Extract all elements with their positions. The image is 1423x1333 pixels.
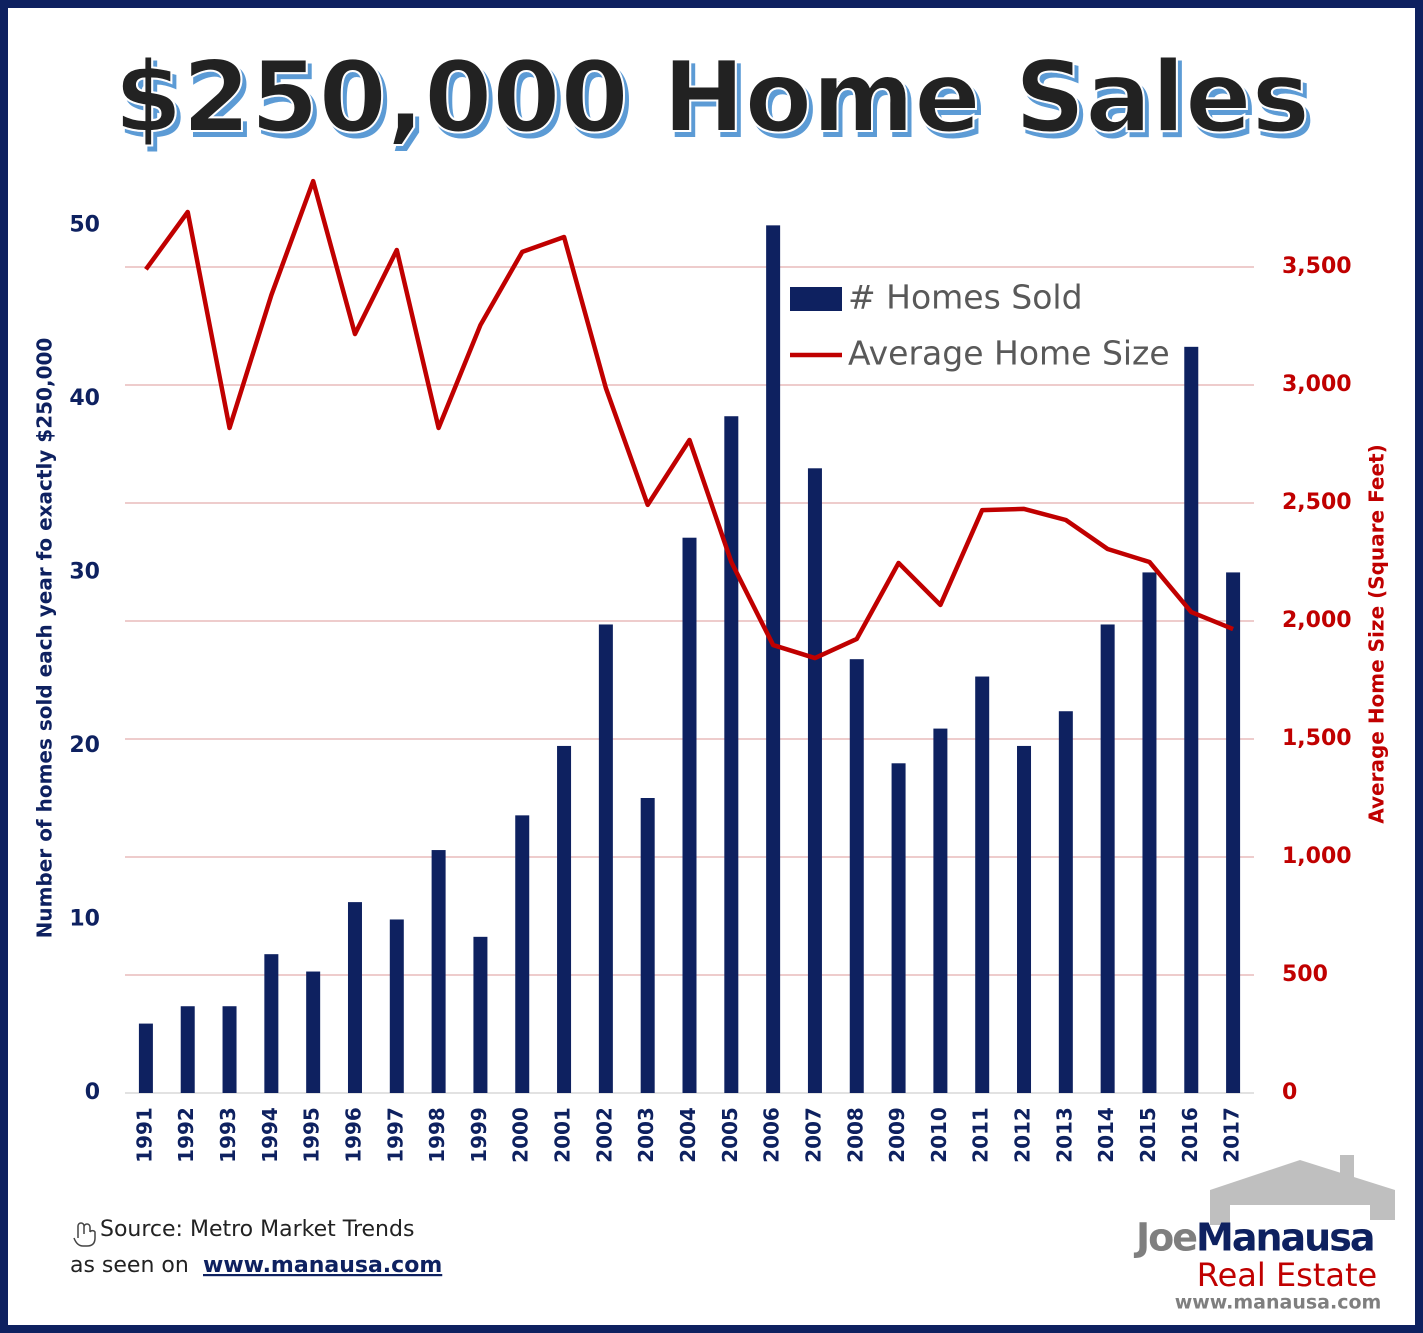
x-tick-label: 2004 [676,1107,700,1163]
bar [807,468,822,1093]
x-tick-label: 2017 [1220,1107,1244,1163]
y-tick-label: 20 [69,733,100,758]
y2-axis-title: Average Home Size (Square Feet) [1365,444,1389,824]
bar [724,416,739,1093]
bar [264,954,279,1093]
x-tick-label: 1991 [132,1107,156,1163]
bar [849,659,864,1093]
x-tick-label: 2000 [509,1107,533,1163]
y2-tick-label: 0 [1282,1080,1297,1105]
x-tick-label: 1992 [174,1107,198,1163]
bar [1184,346,1199,1094]
x-tick-label: 2009 [885,1107,909,1163]
bar [682,537,697,1093]
bar [222,1006,237,1093]
y2-tick-label: 2,500 [1282,490,1352,515]
logo-chimney [1340,1155,1354,1180]
hand-icon [73,1222,96,1247]
y2-tick-label: 3,500 [1282,254,1352,279]
x-tick-label: 2002 [592,1107,616,1163]
x-tick-label: 1997 [383,1107,407,1163]
x-tick-label: 2012 [1011,1107,1035,1163]
chart-title: $250,000 Home Sales [114,41,1310,155]
bar [766,225,781,1094]
bar [347,902,362,1093]
x-tick-label: 1998 [425,1107,449,1163]
y-tick-label: 30 [69,559,100,584]
site-link[interactable]: www.manausa.com [203,1253,442,1278]
bar [138,1023,153,1093]
legend-label: # Homes Sold [848,278,1083,317]
x-tick-label: 2014 [1094,1107,1118,1163]
bar [431,850,446,1093]
y2-tick-label: 1,500 [1282,726,1352,751]
legend-swatch [790,287,842,311]
seen-on: as seen on [70,1253,189,1278]
x-tick-label: 2005 [718,1107,742,1163]
y2-tick-label: 3,000 [1282,372,1352,397]
bar [933,728,948,1093]
x-tick-label: 2013 [1052,1107,1076,1163]
x-tick-label: 2001 [551,1107,575,1163]
y-axis-title: Number of homes sold each year fo exactl… [33,338,57,939]
y-tick-label: 40 [69,386,100,411]
bar [598,624,613,1093]
source: Source: Metro Market Trends [100,1217,414,1242]
x-tick-label: 2016 [1178,1107,1202,1163]
bar [640,798,655,1093]
bar [1100,624,1115,1093]
bar [389,919,404,1093]
x-tick-label: 2015 [1136,1107,1160,1163]
x-tick-label: 1993 [216,1107,240,1163]
logo-last: Manausa [1196,1216,1373,1260]
bar [180,1006,195,1093]
x-tick-label: 2010 [927,1107,951,1163]
x-tick-label: 1995 [300,1107,324,1163]
legend-label: Average Home Size [848,334,1170,373]
bar [306,971,321,1093]
bar [515,815,530,1093]
x-tick-label: 2011 [969,1107,993,1163]
y-tick-label: 10 [69,906,100,931]
bar [1226,572,1241,1093]
y-tick-label: 50 [69,212,100,237]
x-tick-label: 2008 [843,1107,867,1163]
x-tick-label: 1999 [467,1107,491,1163]
logo-line2: Real Estate [1197,1256,1377,1294]
line [144,178,1234,661]
bar [1058,711,1073,1093]
bar [557,745,572,1093]
y2-tick-label: 1,000 [1282,844,1352,869]
x-tick-label: 2006 [760,1107,784,1163]
bar [1017,745,1032,1093]
x-tick-label: 2003 [634,1107,658,1163]
y2-tick-label: 500 [1282,962,1328,987]
x-tick-label: 2007 [801,1107,825,1163]
y-tick-label: 0 [85,1080,100,1105]
logo-first: Joe [1133,1216,1196,1260]
y2-tick-label: 2,000 [1282,608,1352,633]
bar [975,676,990,1093]
bar [1142,572,1157,1093]
bar [891,763,906,1093]
x-tick-label: 1994 [258,1107,282,1163]
logo-url: www.manausa.com [1175,1292,1382,1314]
bar [473,936,488,1093]
x-tick-label: 1996 [341,1107,365,1163]
